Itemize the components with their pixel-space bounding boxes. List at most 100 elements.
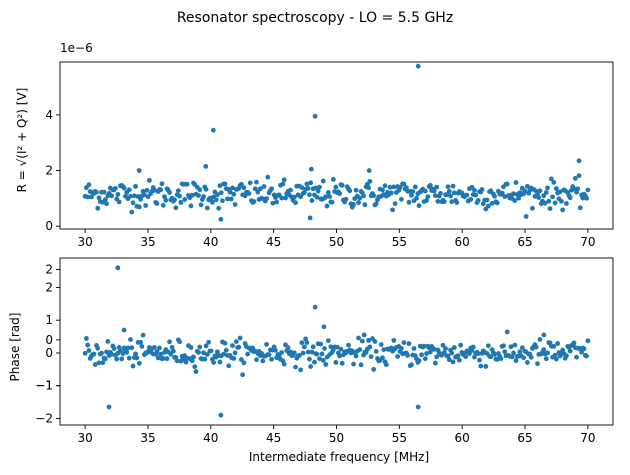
data-point [440, 342, 446, 348]
data-point [92, 362, 98, 367]
data-point [551, 180, 557, 185]
data-point [553, 356, 559, 362]
data-point [367, 344, 373, 350]
data-point [136, 360, 142, 366]
data-point [241, 185, 247, 191]
x-tick-label: 40 [203, 431, 218, 445]
data-point [217, 359, 223, 365]
data-point [419, 352, 424, 358]
data-point [304, 181, 310, 187]
data-point [320, 357, 326, 363]
data-point [479, 187, 485, 192]
data-point [315, 188, 321, 194]
data-point-outlier [366, 168, 372, 173]
data-point-outlier [307, 215, 313, 221]
data-point [444, 192, 450, 198]
data-point [158, 187, 164, 193]
data-point [189, 358, 195, 364]
data-point [125, 345, 131, 351]
data-point [238, 181, 244, 187]
data-point [129, 345, 135, 351]
data-point [231, 191, 237, 197]
data-point [140, 332, 146, 338]
data-point [91, 351, 97, 357]
data-point [473, 192, 479, 198]
data-point [468, 196, 474, 202]
y-tick-label: −1 [35, 379, 53, 393]
data-point [154, 201, 160, 206]
data-point [218, 190, 224, 196]
data-point [112, 185, 118, 191]
data-point [178, 200, 184, 205]
data-point [329, 199, 335, 205]
data-point [246, 191, 252, 196]
data-point [502, 349, 508, 355]
data-point [300, 350, 306, 356]
data-point [357, 347, 363, 353]
x-tick-label: 45 [266, 431, 281, 445]
data-point [443, 346, 448, 351]
data-point [492, 351, 498, 357]
data-point [451, 345, 457, 350]
data-point [209, 199, 215, 205]
data-point [537, 337, 543, 342]
data-point [260, 358, 266, 364]
data-point [189, 192, 195, 198]
data-point [356, 200, 361, 206]
data-point [95, 345, 101, 351]
data-point [337, 191, 343, 197]
data-point [196, 193, 201, 198]
data-point [511, 350, 516, 356]
data-point [96, 360, 102, 366]
data-point [221, 351, 227, 357]
data-point [298, 367, 303, 373]
data-point [501, 343, 506, 349]
data-point [553, 186, 559, 192]
data-point [232, 202, 238, 207]
data-point [184, 181, 190, 187]
data-point [241, 360, 247, 366]
data-point [163, 197, 169, 203]
data-point [251, 199, 257, 204]
data-point [359, 338, 365, 344]
data-point [545, 185, 550, 191]
data-point [120, 351, 126, 356]
y-tick-label-extra: −1 [35, 379, 53, 393]
data-point [388, 190, 394, 196]
data-point [547, 206, 553, 212]
data-point [339, 182, 345, 188]
data-point [192, 364, 198, 370]
data-point [261, 184, 267, 189]
data-point [323, 194, 329, 200]
data-point [317, 356, 322, 362]
data-point [109, 351, 114, 357]
data-point [581, 346, 587, 352]
data-point [305, 185, 311, 191]
data-point [325, 190, 331, 195]
data-point [303, 336, 309, 342]
data-point [383, 362, 389, 367]
data-point [319, 351, 325, 357]
data-point [434, 184, 440, 190]
data-point-outlier [415, 63, 421, 69]
data-point [387, 184, 393, 190]
data-point [524, 360, 530, 365]
data-point [356, 335, 361, 341]
x-tick-label: 40 [203, 235, 218, 249]
data-point [84, 336, 89, 341]
data-point [197, 344, 203, 350]
data-point [233, 339, 239, 345]
data-point [445, 184, 451, 190]
data-point [472, 354, 477, 360]
data-point [215, 192, 220, 198]
data-point [298, 194, 303, 200]
data-point [431, 346, 437, 352]
data-point-outlier [106, 404, 112, 410]
data-point-outlier [210, 127, 216, 133]
data-point [504, 329, 510, 335]
data-point [143, 203, 149, 208]
y-tick-label: −2 [35, 411, 53, 425]
data-point [175, 188, 181, 194]
data-point [411, 346, 417, 351]
